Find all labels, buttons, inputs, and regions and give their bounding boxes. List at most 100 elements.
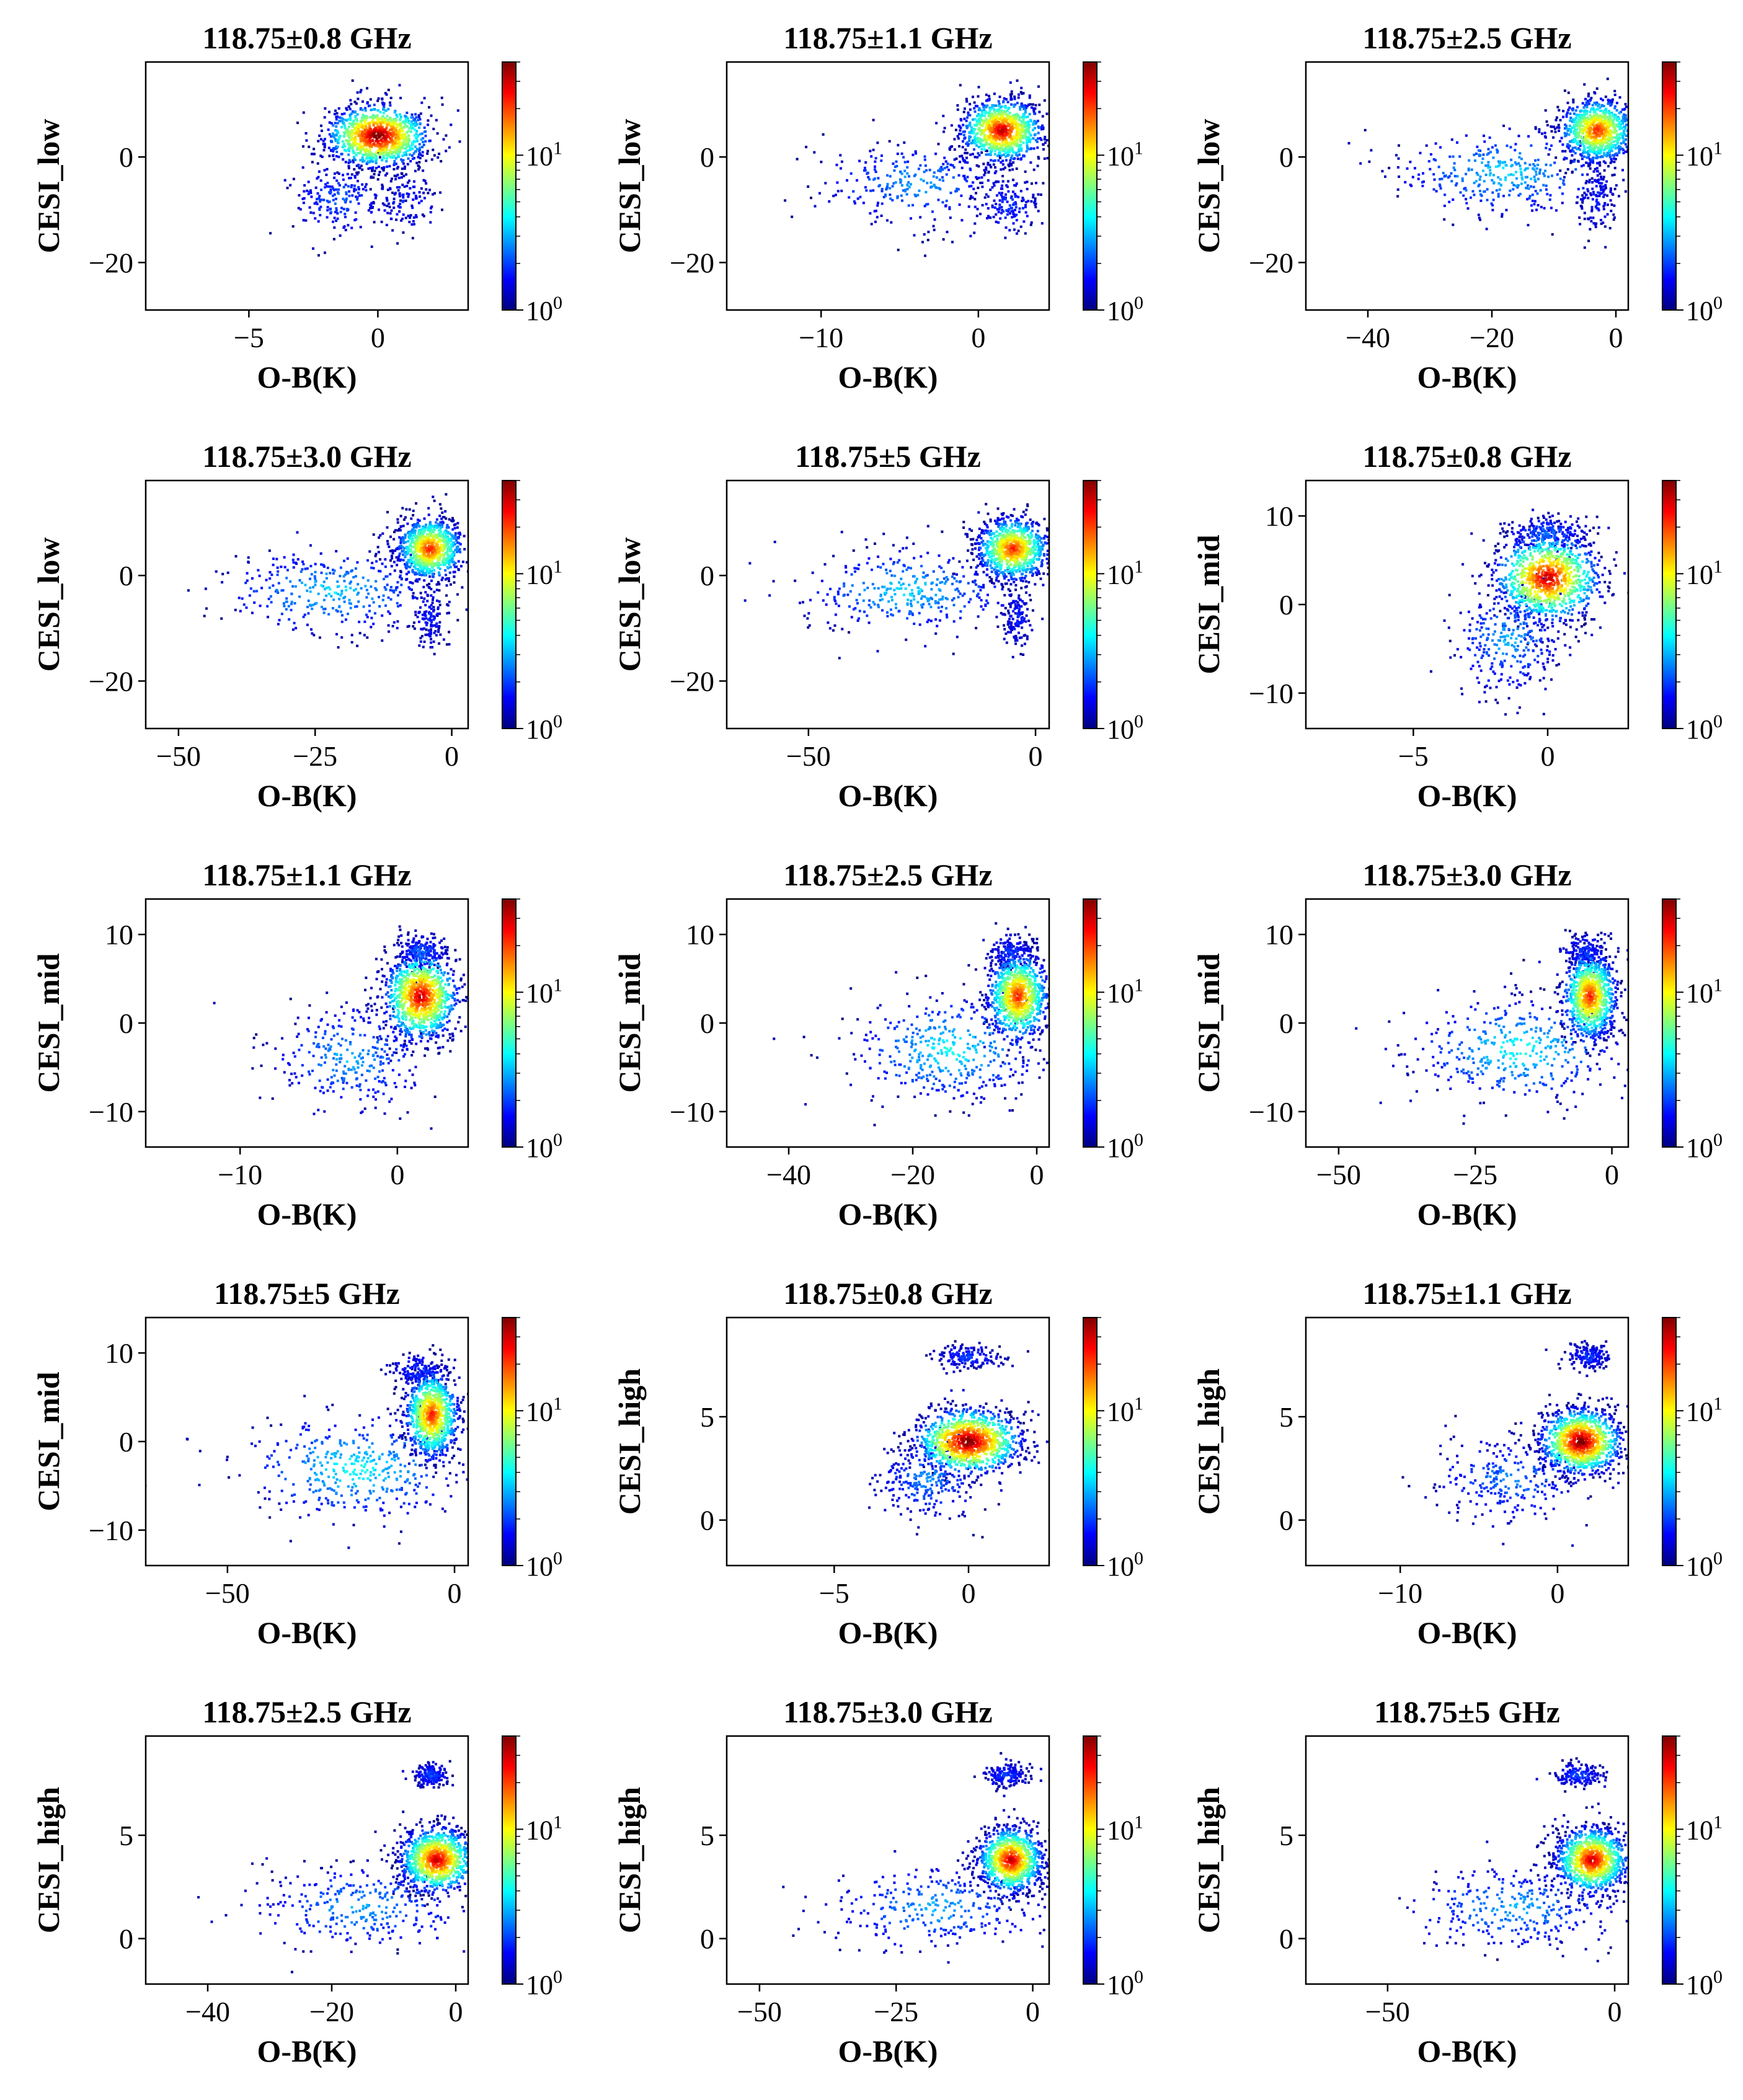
scatter-point	[1581, 151, 1584, 154]
scatter-point	[1589, 99, 1592, 102]
scatter-point	[405, 118, 408, 122]
scatter-point	[910, 217, 912, 220]
scatter-point	[1545, 184, 1548, 187]
scatter-point	[985, 140, 988, 143]
scatter-point	[389, 141, 392, 144]
scatter-point	[986, 123, 989, 126]
scatter-point	[390, 177, 393, 180]
scatter-point	[1595, 206, 1599, 210]
scatter-point	[987, 215, 990, 218]
scatter-point	[428, 582, 431, 585]
scatter-point	[388, 165, 391, 168]
scatter-point	[1483, 140, 1486, 143]
scatter-point	[983, 143, 987, 146]
scatter-point	[1459, 191, 1462, 194]
scatter-point	[309, 189, 312, 192]
scatter-point	[1584, 122, 1587, 125]
scatter-point	[1618, 149, 1621, 153]
scatter-point	[1009, 197, 1013, 200]
scatter-point	[991, 186, 994, 189]
scatter-point	[361, 168, 364, 171]
scatter-point	[420, 596, 423, 599]
scatter-point	[1584, 196, 1587, 199]
scatter-point	[292, 566, 295, 569]
scatter-point	[391, 549, 394, 552]
scatter-point	[361, 158, 364, 161]
scatter-point	[1600, 192, 1603, 195]
scatter-point	[1613, 126, 1616, 130]
scatter-point	[1015, 136, 1018, 139]
scatter-point	[363, 149, 366, 153]
scatter-point	[1605, 180, 1608, 183]
scatter-point	[393, 591, 396, 594]
scatter-point	[361, 124, 364, 127]
scatter-point	[1606, 116, 1609, 118]
scatter-point	[369, 142, 372, 145]
scatter-point	[302, 202, 305, 205]
scatter-point	[481, 550, 483, 552]
scatter-point	[960, 219, 964, 222]
scatter-point	[1015, 213, 1018, 216]
scatter-point	[993, 137, 996, 140]
scatter-point	[343, 559, 345, 562]
scatter-point	[1555, 156, 1558, 159]
scatter-point	[1013, 192, 1016, 195]
scatter-point	[974, 205, 977, 208]
scatter-point	[326, 182, 329, 185]
scatter-point	[1599, 109, 1602, 112]
scatter-point	[835, 164, 838, 166]
scatter-point	[397, 177, 401, 179]
scatter-point	[943, 156, 946, 159]
scatter-point	[1631, 175, 1634, 177]
scatter-point	[873, 168, 876, 171]
scatter-point	[419, 637, 422, 640]
scatter-point	[1525, 167, 1527, 171]
scatter-point	[339, 234, 342, 237]
scatter-point	[253, 601, 256, 604]
scatter-point	[959, 126, 962, 130]
scatter-point	[1629, 115, 1631, 117]
scatter-point	[421, 613, 424, 616]
scatter-point	[1492, 181, 1496, 184]
scatter-point	[1027, 120, 1030, 123]
scatter-point	[1606, 138, 1608, 141]
scatter-point	[347, 105, 350, 108]
scatter-point	[1543, 206, 1546, 210]
scatter-point	[395, 142, 398, 145]
scatter-point	[1550, 130, 1553, 133]
scatter-point	[1010, 92, 1013, 95]
scatter-point	[412, 524, 415, 527]
scatter-point	[990, 129, 992, 132]
scatter-point	[1044, 141, 1047, 144]
scatter-point	[423, 579, 426, 582]
scatter-point	[406, 112, 409, 114]
scatter-point	[419, 157, 422, 159]
scatter-point	[1535, 173, 1538, 176]
scatter-point	[332, 154, 335, 157]
scatter-point	[406, 561, 408, 564]
scatter-point	[440, 517, 443, 520]
scatter-point	[1011, 124, 1014, 127]
scatter-point	[399, 118, 401, 122]
scatter-point	[333, 193, 336, 196]
scatter-point	[419, 640, 422, 643]
scatter-point	[1031, 103, 1034, 106]
scatter-point	[311, 608, 314, 610]
scatter-point	[359, 143, 361, 146]
scatter-point	[1029, 223, 1032, 226]
scatter-point	[344, 126, 347, 130]
scatter-point	[372, 108, 375, 111]
scatter-point	[436, 612, 439, 615]
scatter-point	[383, 151, 386, 154]
scatter-point	[1019, 128, 1022, 131]
scatter-point	[381, 140, 384, 143]
scatter-point	[372, 601, 375, 604]
scatter-point	[1622, 141, 1625, 144]
scatter-point	[1590, 118, 1592, 121]
scatter-point	[332, 572, 335, 575]
scatter-point	[987, 135, 990, 138]
scatter-point	[1458, 155, 1461, 158]
scatter-point	[423, 97, 426, 100]
colorbar-tick-label: 101	[526, 138, 562, 171]
scatter-point	[994, 133, 997, 136]
